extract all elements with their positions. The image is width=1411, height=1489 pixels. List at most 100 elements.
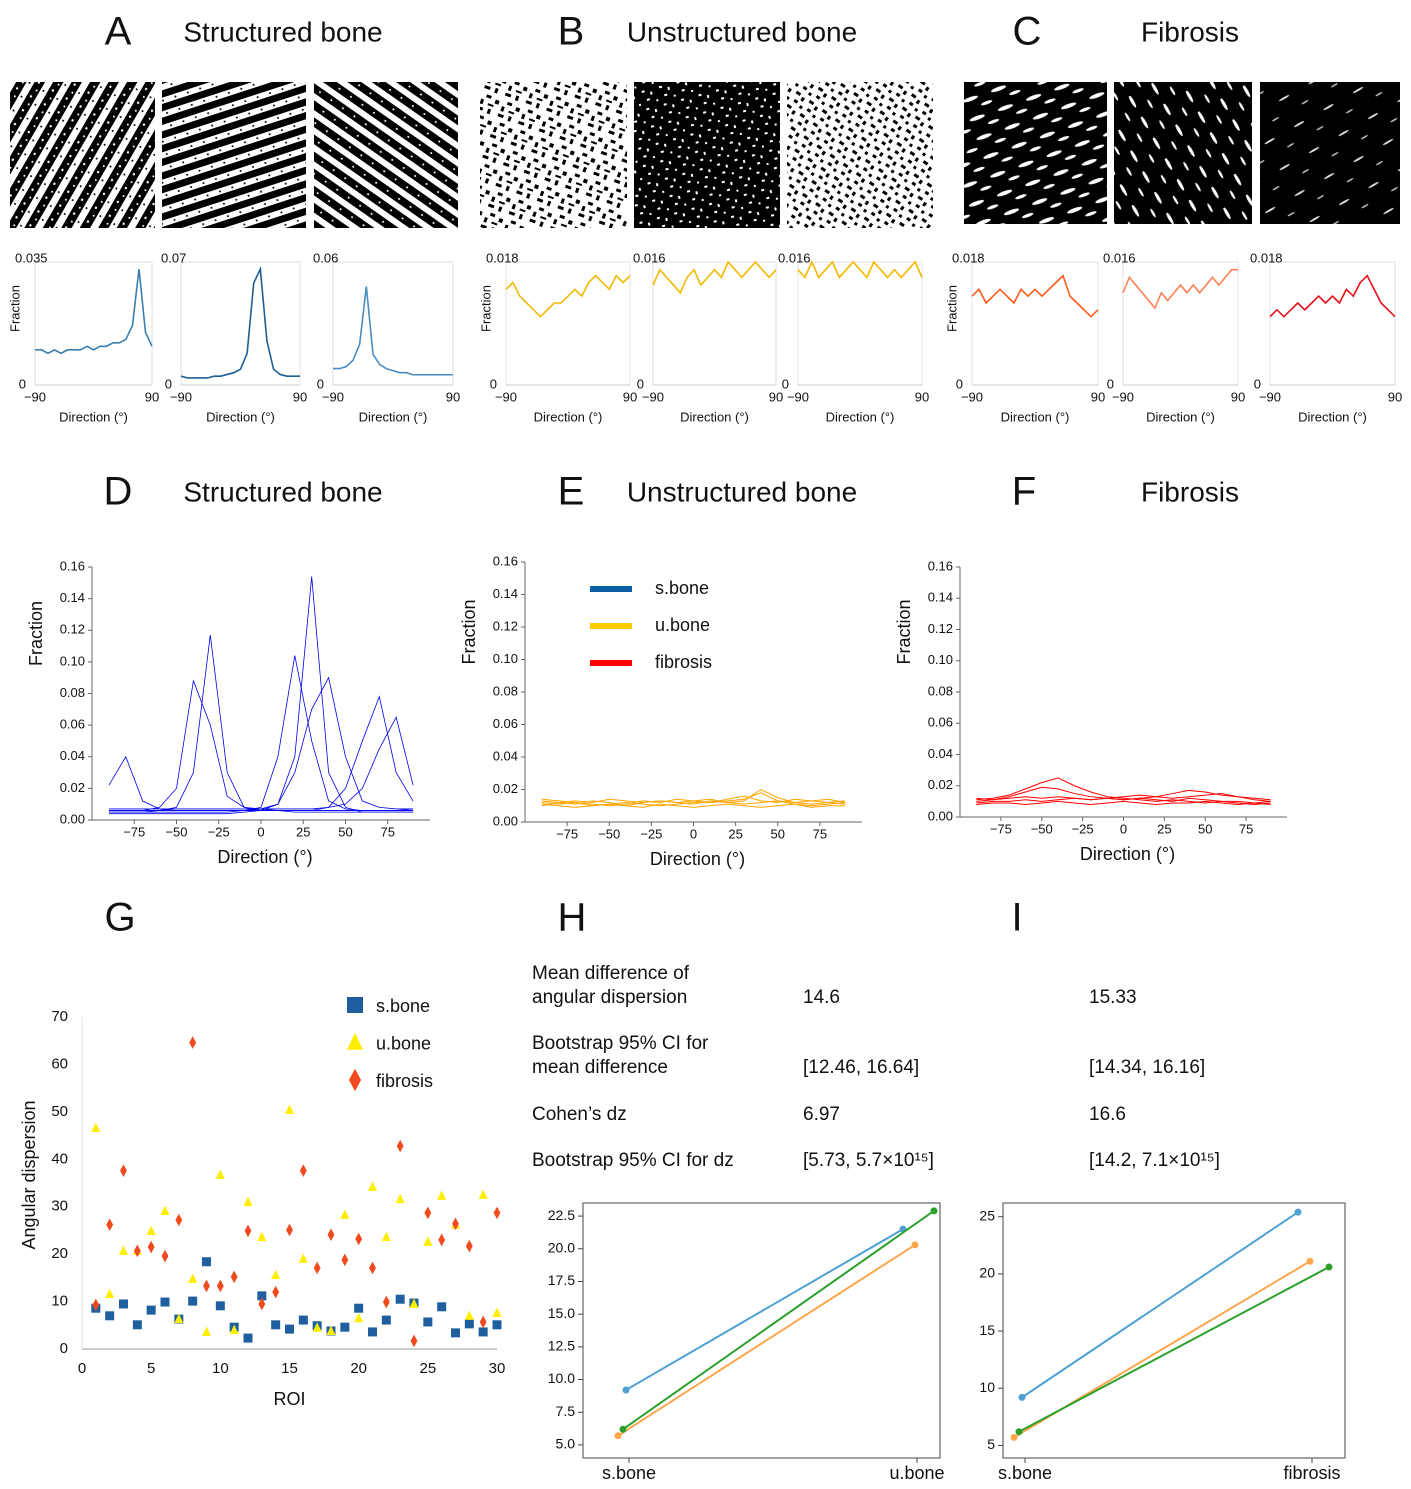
- y-tick-label: 0: [165, 376, 172, 391]
- y-tick-label: 0.14: [928, 590, 953, 605]
- x-tick-label: −75: [990, 821, 1012, 836]
- x-axis-label: ROI: [273, 1389, 305, 1409]
- x-tick-label: −90: [1112, 389, 1134, 404]
- micrograph: [634, 82, 780, 228]
- data-point: [161, 1249, 169, 1263]
- x-tick-label: 0: [690, 826, 697, 841]
- data-point: [492, 1320, 502, 1330]
- y-tick-label: 12.5: [548, 1338, 575, 1354]
- legend-label: u.bone: [655, 615, 710, 635]
- data-line: [108, 576, 414, 815]
- plot-frame: [505, 261, 631, 386]
- x-tick-label: s.bone: [998, 1463, 1052, 1483]
- y-tick-label: 0: [782, 376, 789, 391]
- data-point: [91, 1122, 101, 1133]
- data-line: [1269, 274, 1396, 318]
- table-label: mean difference: [532, 1057, 668, 1078]
- x-tick-label: −90: [642, 389, 664, 404]
- y-tick-label: 0.14: [493, 586, 518, 601]
- panel-letter: B: [558, 10, 585, 54]
- y-tick-label: 0: [1254, 376, 1261, 391]
- table-value: [14.2, 7.1×10¹⁵]: [1089, 1150, 1220, 1171]
- panel-letter: E: [558, 470, 585, 514]
- data-point: [478, 1189, 488, 1199]
- plot-frame: [1269, 261, 1396, 386]
- y-tick-label: 50: [51, 1103, 68, 1120]
- plot-frame: [582, 1202, 941, 1459]
- x-tick-label: −50: [598, 826, 620, 841]
- y-tick-label: 20: [51, 1245, 68, 1262]
- data-line: [180, 266, 300, 379]
- data-point: [478, 1327, 488, 1337]
- y-tick-label: 25: [979, 1207, 995, 1223]
- legend-marker: [348, 1068, 362, 1092]
- legend-label: fibrosis: [376, 1071, 433, 1091]
- y-tick-label: 20.0: [548, 1239, 575, 1255]
- data-line: [976, 800, 1271, 806]
- y-tick-label: 0.12: [60, 622, 85, 637]
- data-point: [381, 1231, 391, 1242]
- data-point: [410, 1334, 418, 1348]
- data-point: [188, 1273, 198, 1283]
- panel-letter: F: [1012, 470, 1036, 514]
- legend-label: s.bone: [376, 996, 430, 1016]
- y-axis-label: Fraction: [944, 285, 959, 332]
- data-point: [452, 1217, 459, 1231]
- data-line: [505, 274, 631, 318]
- y-tick-label: 0.06: [313, 250, 338, 265]
- panel-letter: A: [105, 10, 132, 54]
- x-axis-label: Direction (°): [206, 409, 275, 424]
- data-point: [244, 1224, 252, 1238]
- data-point: [133, 1244, 141, 1258]
- data-point: [340, 1322, 350, 1332]
- y-tick-label: 70: [51, 1008, 68, 1025]
- data-point: [614, 1432, 622, 1440]
- data-point: [146, 1225, 156, 1235]
- y-tick-label: 0.02: [60, 780, 85, 795]
- data-point: [216, 1279, 224, 1293]
- table-value: 14.6: [803, 987, 840, 1008]
- y-tick-label: 0.04: [60, 748, 85, 763]
- y-tick-label: 0.10: [493, 651, 518, 666]
- data-point: [299, 1164, 307, 1177]
- data-line: [108, 695, 414, 811]
- data-point: [313, 1261, 321, 1275]
- data-line: [541, 803, 846, 808]
- x-axis-label: Direction (°): [59, 409, 128, 424]
- data-point: [132, 1320, 142, 1330]
- y-axis-label: Fraction: [478, 285, 493, 332]
- y-tick-label: 0: [317, 376, 324, 391]
- x-axis-label: Direction (°): [680, 409, 749, 424]
- y-tick-label: 0.016: [633, 250, 666, 265]
- data-point: [272, 1285, 280, 1299]
- data-point: [465, 1239, 473, 1253]
- y-tick-label: 0.06: [60, 717, 85, 732]
- data-line: [625, 1228, 904, 1391]
- panel-title: Fibrosis: [1141, 476, 1239, 507]
- y-tick-label: 10: [979, 1379, 995, 1395]
- y-tick-label: 0.018: [952, 250, 985, 265]
- y-tick-label: 0.16: [493, 553, 518, 568]
- x-axis-label: Direction (°): [217, 847, 312, 867]
- data-point: [119, 1245, 128, 1255]
- x-axis-label: Direction (°): [826, 409, 895, 424]
- plot-frame: [332, 261, 454, 386]
- panel-letter: I: [1011, 896, 1022, 940]
- x-tick-label: 50: [771, 826, 785, 841]
- plot-frame: [797, 261, 923, 386]
- y-tick-label: 0.12: [928, 621, 953, 636]
- x-tick-label: −25: [208, 824, 230, 839]
- data-point: [1010, 1433, 1018, 1441]
- data-point: [188, 1296, 198, 1306]
- data-point: [381, 1315, 391, 1325]
- data-point: [160, 1297, 170, 1307]
- x-axis-label: Direction (°): [1080, 844, 1175, 864]
- x-tick-label: 15: [281, 1360, 298, 1377]
- plot-frame: [34, 261, 153, 386]
- data-line: [976, 789, 1271, 804]
- data-point: [271, 1269, 281, 1280]
- y-tick-label: 0.04: [928, 746, 953, 761]
- table-label: Bootstrap 95% CI for: [532, 1033, 709, 1054]
- y-tick-label: 0: [60, 1340, 68, 1357]
